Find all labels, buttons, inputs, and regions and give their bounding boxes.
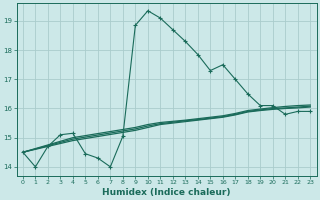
X-axis label: Humidex (Indice chaleur): Humidex (Indice chaleur) — [102, 188, 231, 197]
